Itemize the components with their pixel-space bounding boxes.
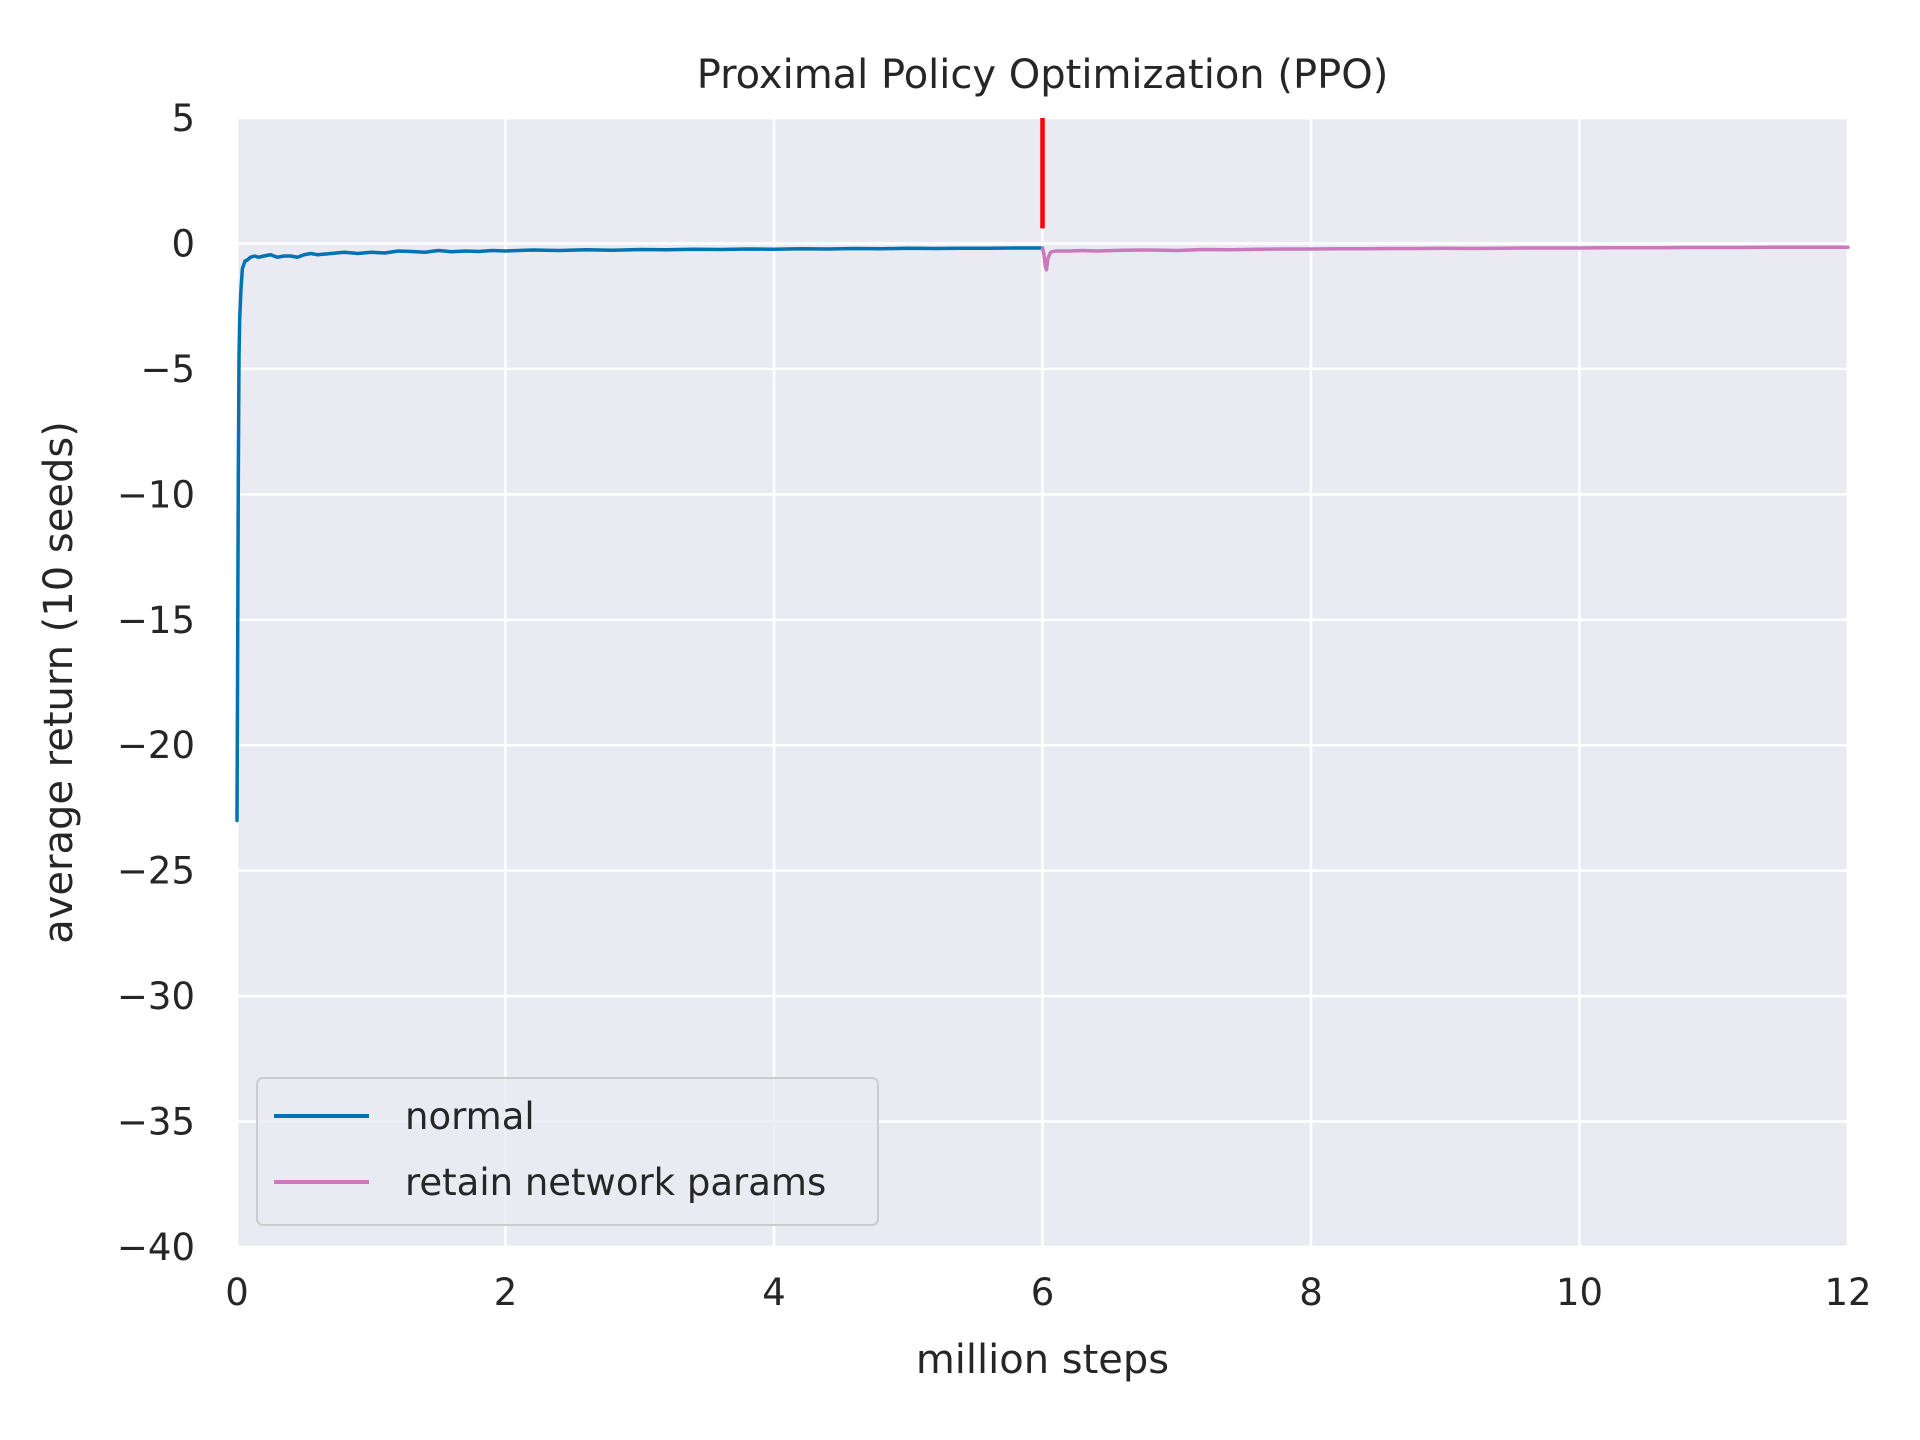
series-lines: [235, 245, 1850, 823]
chart-title: Proximal Policy Optimization (PPO): [697, 52, 1389, 98]
y-tick-label: −25: [117, 850, 195, 893]
y-tick-label: −20: [117, 724, 195, 767]
y-axis-title: average return (10 seeds): [36, 421, 82, 944]
legend-box: [256, 1077, 879, 1226]
y-tick-label: 5: [171, 97, 195, 140]
series-line: [235, 246, 1045, 823]
legend-entries: normal retain network params: [274, 1095, 826, 1204]
y-tick-label: −40: [117, 1226, 195, 1269]
x-tick-label: 2: [494, 1271, 518, 1314]
y-tick-label: −35: [117, 1101, 195, 1144]
x-tick-label: 8: [1299, 1271, 1323, 1314]
y-tick-label: −30: [117, 975, 195, 1018]
x-tick-label: 0: [225, 1271, 249, 1314]
y-tick-label: −10: [117, 473, 195, 516]
y-tick-label: −15: [117, 599, 195, 642]
legend-label: normal: [405, 1095, 535, 1138]
tick-labels: 0 2 4 6 8 10 12 5 0 −5 −10 −15 −20 −25 −30 −35 −40: [117, 97, 1872, 1314]
x-tick-label: 4: [762, 1271, 786, 1314]
legend-label: retain network params: [405, 1161, 826, 1204]
legend: normal retain network params: [256, 1077, 879, 1226]
x-tick-label: 6: [1031, 1271, 1055, 1314]
series-line: [1040, 245, 1850, 272]
x-tick-label: 10: [1556, 1271, 1603, 1314]
y-tick-label: −5: [140, 348, 195, 391]
y-tick-label: 0: [171, 222, 195, 265]
x-tick-label: 12: [1824, 1271, 1871, 1314]
x-axis-title: million steps: [916, 1337, 1169, 1383]
